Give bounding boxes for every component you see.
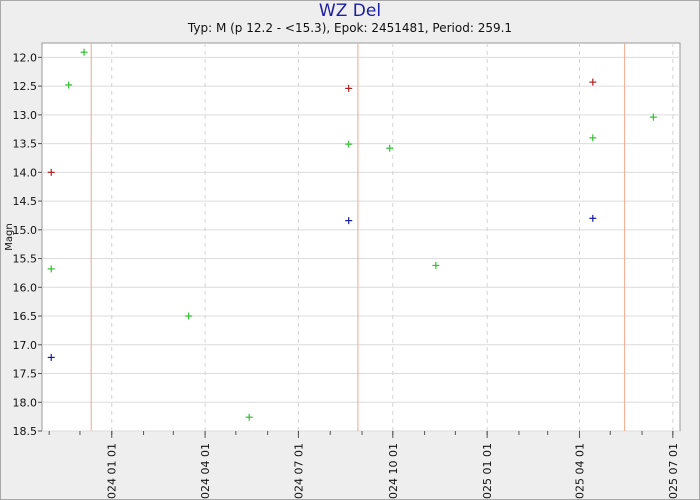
y-tick-labels: 12.0 12.5 13.0 13.5 14.0 14.5 15.0 15.5 16.0 16.5… xyxy=(13,51,38,438)
data-point xyxy=(386,144,394,152)
y-tick-label: 16.5 xyxy=(13,310,38,323)
y-tick-label: 12.0 xyxy=(13,51,38,64)
data-point xyxy=(589,134,597,142)
axis-ticks xyxy=(38,56,674,438)
y-tick-label: 15.5 xyxy=(13,253,38,266)
x-tick-label: 2024 01 01 xyxy=(106,443,119,500)
data-point xyxy=(47,168,55,176)
data-point xyxy=(649,113,657,121)
data-point xyxy=(345,84,353,92)
data-point xyxy=(589,78,597,86)
x-tick-label: 2025 04 01 xyxy=(573,443,586,500)
y-tick-label: 18.0 xyxy=(13,396,38,409)
y-tick-label: 17.5 xyxy=(13,368,38,381)
x-tick-label: 2025 01 01 xyxy=(481,443,494,500)
y-tick-label: 18.5 xyxy=(13,425,38,438)
data-point xyxy=(345,140,353,148)
plot-area xyxy=(41,42,681,432)
y-tick-label: 12.5 xyxy=(13,80,38,93)
y-tick-label: 17.0 xyxy=(13,339,38,352)
chart-title: WZ Del xyxy=(318,1,382,21)
data-point xyxy=(245,413,253,421)
data-point xyxy=(80,48,88,56)
x-tick-label: 2024 04 01 xyxy=(199,443,212,500)
grid-lines xyxy=(42,43,680,432)
data-point xyxy=(432,261,440,269)
x-tick-label: 2024 10 01 xyxy=(387,443,400,500)
y-axis-label: Magn xyxy=(4,223,15,250)
y-tick-label: 13.0 xyxy=(13,109,38,122)
x-tick-labels: 2024 01 01 2024 04 01 2024 07 01 2024 10 01… xyxy=(106,443,680,500)
y-tick-label: 16.0 xyxy=(13,281,38,294)
data-point xyxy=(47,265,55,273)
maxima-lines xyxy=(90,43,626,431)
data-point xyxy=(185,312,193,320)
y-tick-label: 14.0 xyxy=(13,166,38,179)
data-point xyxy=(589,214,597,222)
data-point xyxy=(345,217,353,225)
data-points xyxy=(47,48,657,421)
y-tick-label: 15.0 xyxy=(13,224,38,237)
x-tick-label: 2025 07 01 xyxy=(667,443,680,500)
data-point xyxy=(47,353,55,361)
chart-subtitle: Typ: M (p 12.2 - <15.3), Epok: 2451481, … xyxy=(187,21,513,35)
x-tick-label: 2024 07 01 xyxy=(292,443,305,500)
y-tick-label: 14.5 xyxy=(13,195,38,208)
data-point xyxy=(65,81,73,89)
y-tick-label: 13.5 xyxy=(13,138,38,151)
